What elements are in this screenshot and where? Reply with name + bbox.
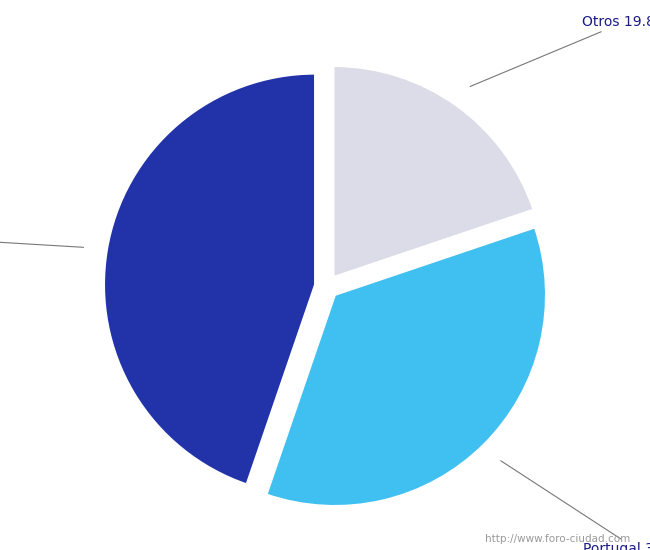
Wedge shape: [266, 227, 546, 506]
Text: http://www.foro-ciudad.com: http://www.foro-ciudad.com: [486, 535, 630, 544]
Wedge shape: [333, 66, 534, 277]
Text: Otros 19.8%: Otros 19.8%: [470, 15, 650, 86]
Text: Camarzana de Tera  -  Turistas extranjeros según país  -  Abril de 2024: Camarzana de Tera - Turistas extranjeros…: [42, 17, 608, 34]
Text: Portugal 35.4%: Portugal 35.4%: [500, 461, 650, 550]
Wedge shape: [104, 74, 315, 485]
Text: Francia 44.7%: Francia 44.7%: [0, 229, 84, 248]
